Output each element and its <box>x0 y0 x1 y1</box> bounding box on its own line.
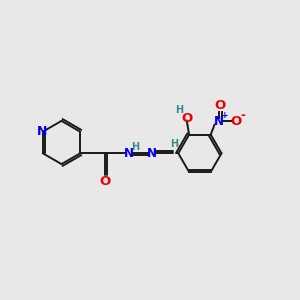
Text: +: + <box>221 112 229 121</box>
Text: N: N <box>147 147 157 160</box>
Text: O: O <box>99 175 110 188</box>
Text: N: N <box>124 147 134 160</box>
Text: H: H <box>170 139 178 149</box>
Text: O: O <box>230 115 242 128</box>
Text: O: O <box>181 112 192 125</box>
Text: H: H <box>131 142 139 152</box>
Text: -: - <box>240 109 245 122</box>
Text: N: N <box>36 124 47 138</box>
Text: O: O <box>214 99 226 112</box>
Text: N: N <box>214 115 224 128</box>
Text: H: H <box>175 105 183 115</box>
